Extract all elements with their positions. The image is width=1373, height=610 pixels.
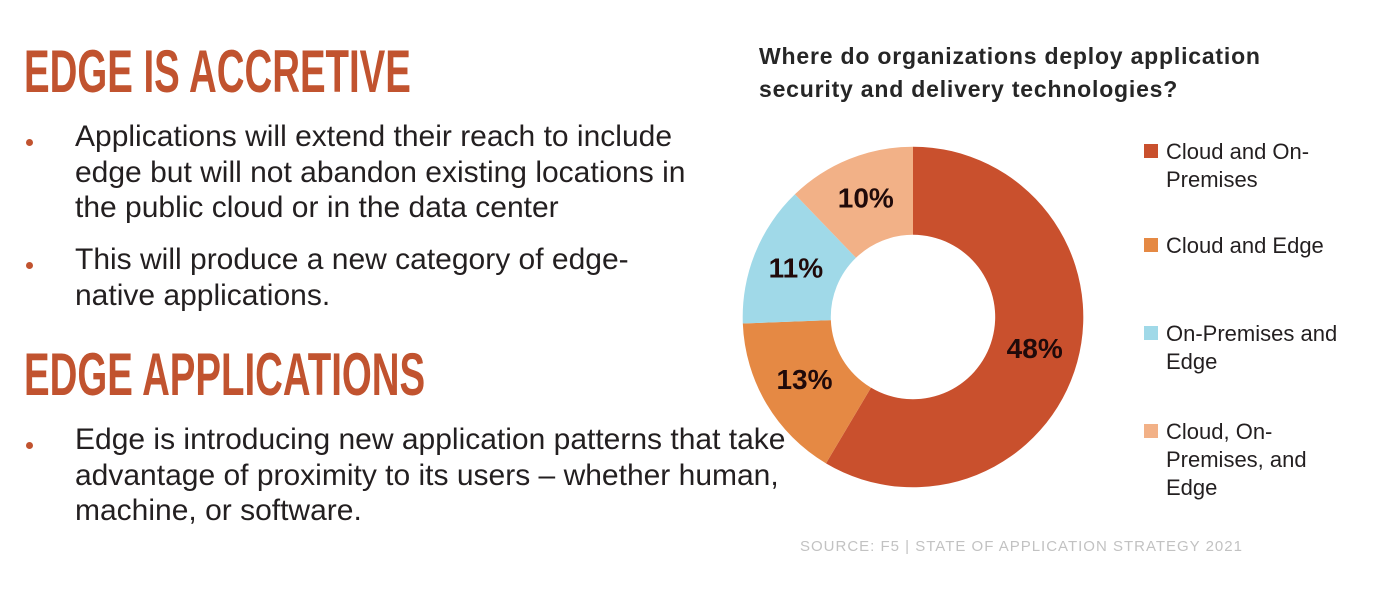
- svg-text:11%: 11%: [768, 253, 823, 284]
- svg-text:48%: 48%: [1006, 333, 1062, 364]
- svg-text:13%: 13%: [776, 364, 832, 395]
- svg-text:10%: 10%: [838, 183, 894, 214]
